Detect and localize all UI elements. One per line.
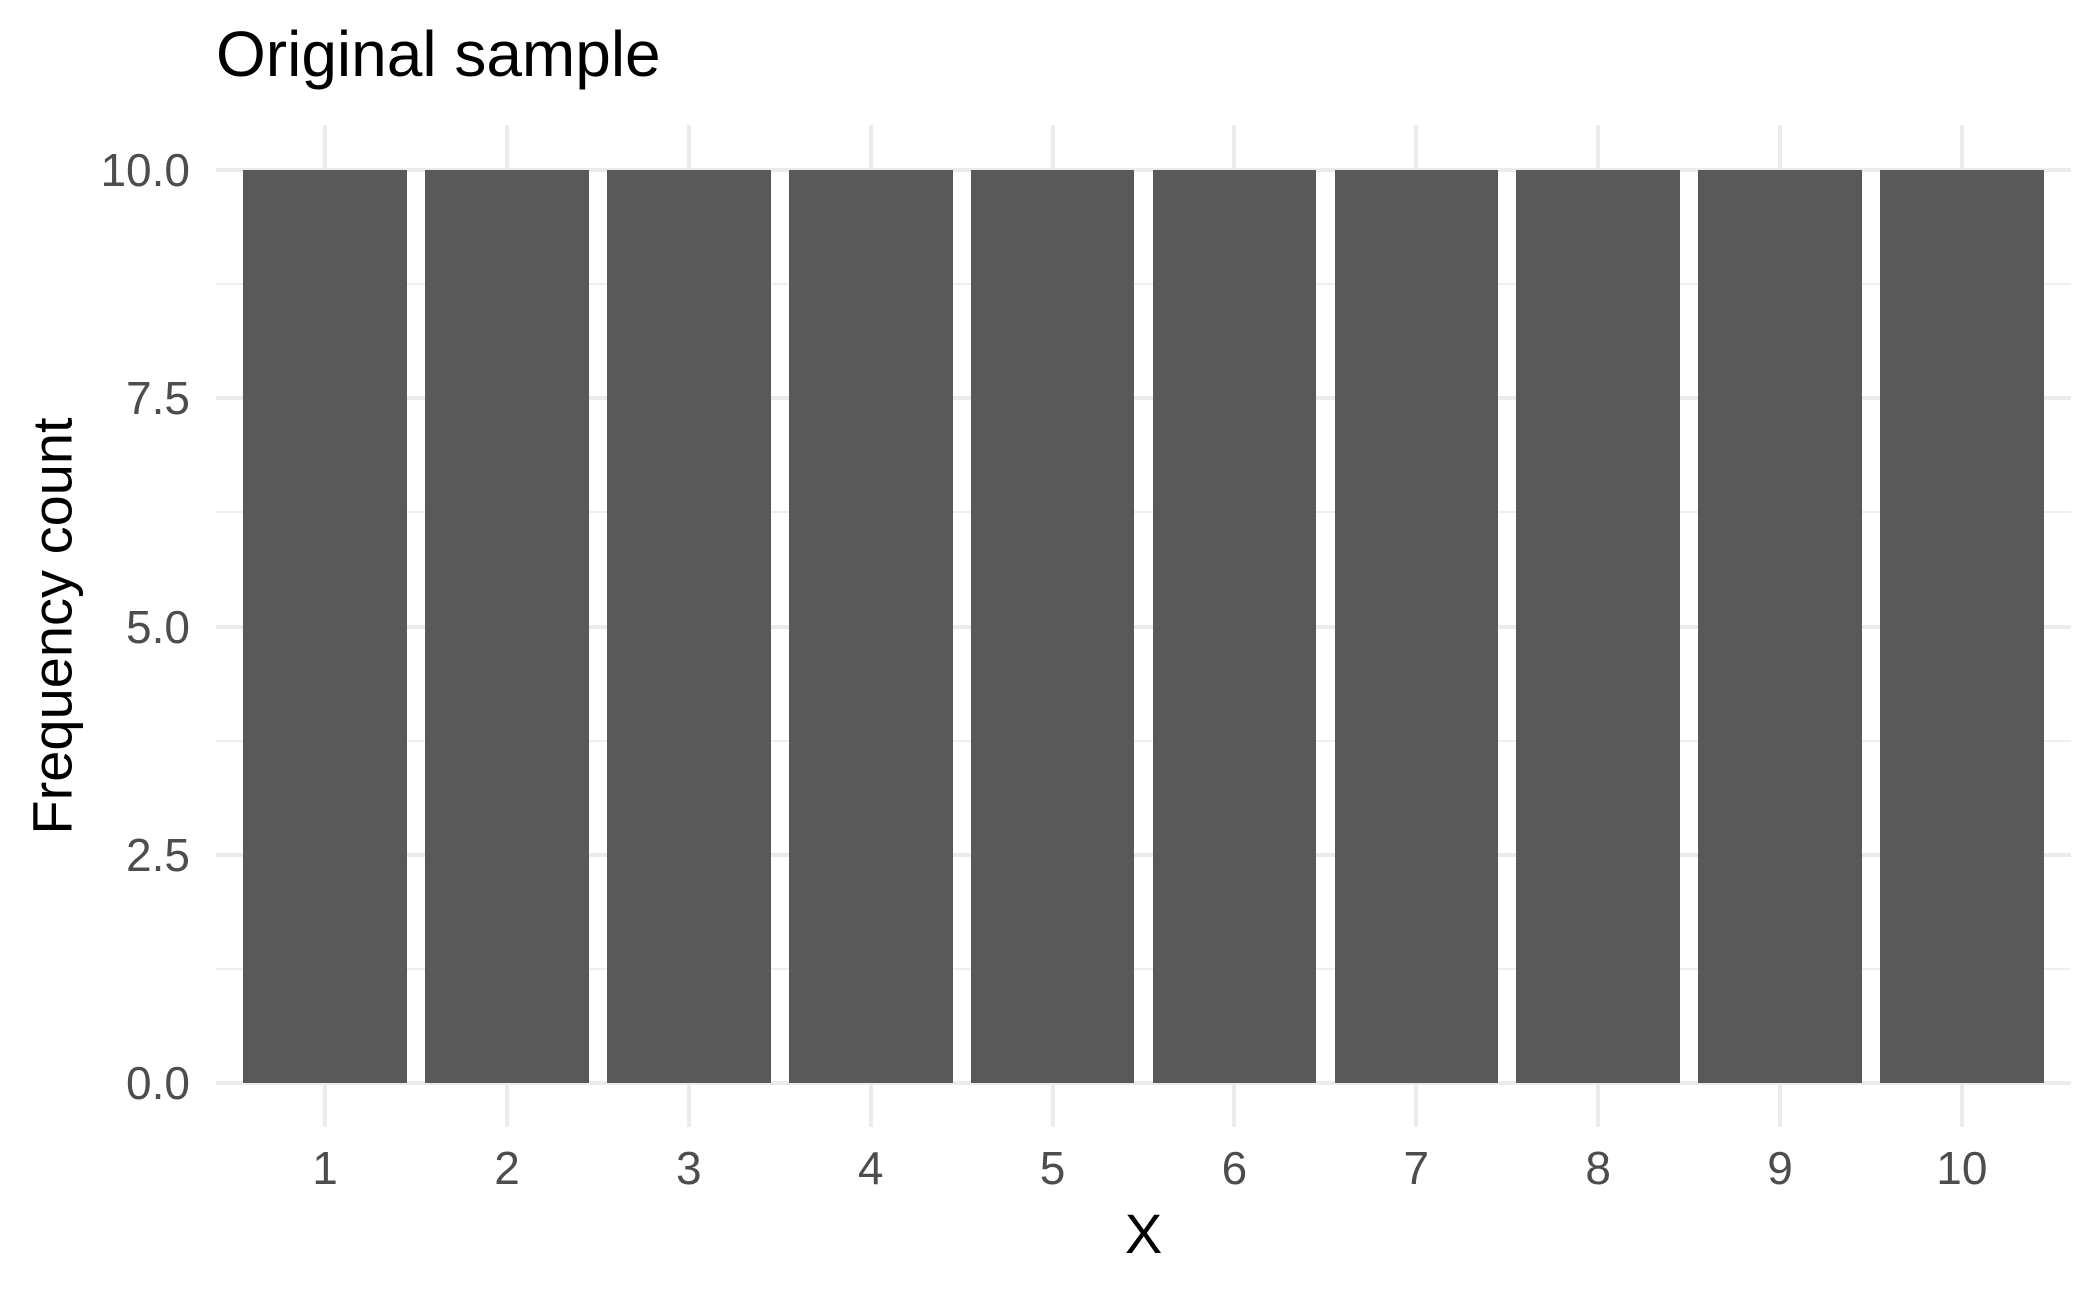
x-axis-title: X xyxy=(1124,1202,1163,1265)
x-tick-label: 8 xyxy=(1585,1142,1611,1194)
y-tick-label: 5.0 xyxy=(126,600,190,653)
y-major-gridline xyxy=(216,1081,2071,1085)
y-tick-label: 0.0 xyxy=(126,1057,190,1109)
x-tick-label: 9 xyxy=(1767,1142,1793,1194)
y-minor-gridline xyxy=(216,283,2071,286)
bar xyxy=(1516,170,1680,1083)
y-minor-gridline xyxy=(216,967,2071,970)
bar xyxy=(1334,170,1499,1083)
x-tick-label: 5 xyxy=(1039,1142,1066,1194)
y-major-gridline xyxy=(216,396,2071,401)
y-tick-label: 2.5 xyxy=(126,828,190,881)
x-tick-label: 3 xyxy=(676,1142,702,1194)
y-major-gridline xyxy=(216,852,2071,857)
x-tick-label: 4 xyxy=(857,1142,884,1194)
x-tick-label: 6 xyxy=(1221,1142,1248,1194)
bar xyxy=(1698,170,1862,1083)
bar xyxy=(425,170,589,1083)
y-tick-label: 7.5 xyxy=(126,372,190,425)
bar xyxy=(607,170,771,1083)
bar xyxy=(243,170,407,1083)
x-tick-label: 10 xyxy=(1936,1142,1988,1194)
bar xyxy=(1152,170,1317,1083)
chart-title: Original sample xyxy=(216,18,661,90)
y-major-gridline xyxy=(216,168,2071,172)
x-tick-label: 2 xyxy=(494,1142,520,1194)
x-tick-label: 7 xyxy=(1403,1142,1430,1194)
y-tick-label: 10.0 xyxy=(100,144,190,196)
y-minor-gridline xyxy=(216,511,2071,514)
plot-panel xyxy=(216,125,2071,1127)
x-tick-label: 1 xyxy=(312,1142,338,1194)
bar xyxy=(788,170,953,1083)
bar xyxy=(1880,170,2044,1083)
y-minor-gridline xyxy=(216,739,2071,742)
y-major-gridline xyxy=(216,624,2071,629)
bar xyxy=(970,170,1135,1083)
